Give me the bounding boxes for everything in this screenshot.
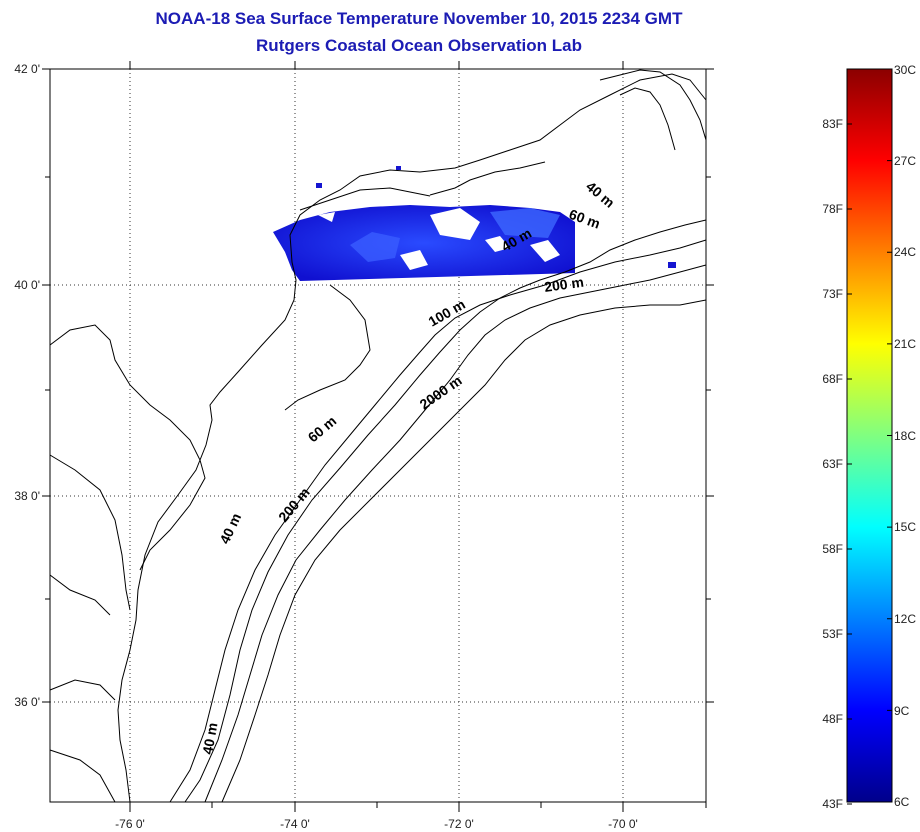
lon-label: -74 0' [280, 817, 310, 831]
colorbar-c-label: 30C [894, 63, 916, 77]
lon-label: -76 0' [115, 817, 145, 831]
colorbar-c-label: 18C [894, 429, 916, 443]
colorbar-c-label: 12C [894, 612, 916, 626]
gridlines [50, 69, 706, 802]
map-subtitle: Rutgers Coastal Ocean Observation Lab [256, 36, 582, 55]
colorbar-c-label: 21C [894, 337, 916, 351]
colorbar-f-label: 73F [822, 287, 843, 301]
lat-label: 36 0' [14, 695, 40, 709]
lon-label: -70 0' [608, 817, 638, 831]
lat-label: 38 0' [14, 489, 40, 503]
contour-label: 200 m [543, 274, 585, 295]
lon-labels: -76 0' -74 0' -72 0' -70 0' [115, 817, 638, 831]
map-title: NOAA-18 Sea Surface Temperature November… [155, 9, 683, 28]
map-frame [49, 68, 707, 803]
lat-label: 42 0' [14, 62, 40, 76]
axis-ticks [42, 61, 714, 812]
colorbar-f-label: 63F [822, 457, 843, 471]
colorbar-f-label: 78F [822, 202, 843, 216]
colorbar-c-label: 24C [894, 245, 916, 259]
lon-label: -72 0' [444, 817, 474, 831]
lat-labels: 42 0' 40 0' 38 0' 36 0' [14, 62, 40, 709]
lat-label: 40 0' [14, 278, 40, 292]
colorbar: 83F 78F 73F 68F 63F 58F 53F 48F 43F 30C … [822, 63, 916, 811]
colorbar-ticks [847, 68, 892, 805]
colorbar-c-labels: 30C 27C 24C 21C 18C 15C 12C 9C 6C [894, 63, 916, 809]
colorbar-f-labels: 83F 78F 73F 68F 63F 58F 53F 48F 43F [822, 117, 843, 811]
bathymetry-contours [169, 219, 707, 803]
contour-label: 40 m [199, 721, 220, 755]
sst-swath [273, 166, 676, 281]
coastline [49, 69, 707, 803]
colorbar-f-label: 53F [822, 627, 843, 641]
colorbar-scale [846, 68, 893, 803]
colorbar-c-label: 15C [894, 520, 916, 534]
colorbar-f-label: 48F [822, 712, 843, 726]
colorbar-f-label: 68F [822, 372, 843, 386]
colorbar-c-label: 9C [894, 704, 910, 718]
colorbar-c-label: 27C [894, 154, 916, 168]
colorbar-f-label: 43F [822, 797, 843, 811]
colorbar-f-label: 58F [822, 542, 843, 556]
colorbar-c-label: 6C [894, 795, 910, 809]
colorbar-f-label: 83F [822, 117, 843, 131]
